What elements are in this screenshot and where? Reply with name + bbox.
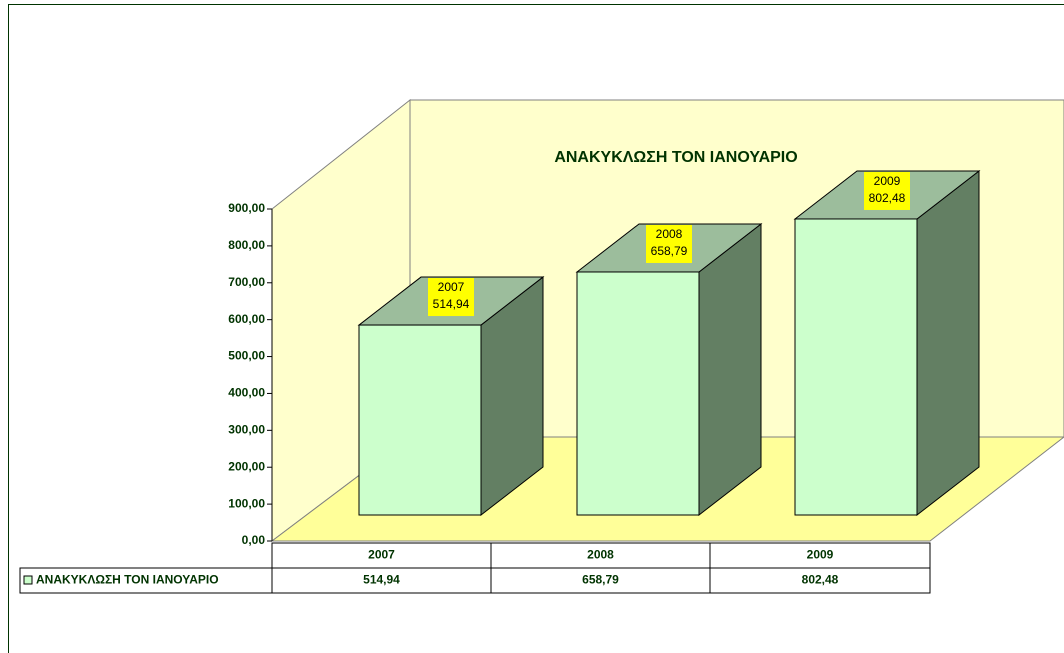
y-tick-label: 700,00 bbox=[228, 275, 265, 289]
y-tick-label: 800,00 bbox=[228, 238, 265, 252]
data-label-category: 2008 bbox=[656, 227, 683, 241]
table-value: 514,94 bbox=[363, 573, 400, 587]
legend-label: ΑΝΑΚΥΚΛΩΣΗ ΤΟΝ ΙΑΝΟΥΑΡΙΟ bbox=[36, 573, 219, 587]
y-tick-label: 300,00 bbox=[228, 423, 265, 437]
data-table: ΑΝΑΚΥΚΛΩΣΗ ΤΟΝ ΙΑΝΟΥΑΡΙΟ 2007 514,94 2008 65… bbox=[19, 542, 931, 594]
data-label-category: 2009 bbox=[874, 174, 901, 188]
data-label: 658,79 bbox=[651, 244, 688, 258]
data-label: 802,48 bbox=[869, 191, 906, 205]
y-tick-label: 100,00 bbox=[228, 496, 265, 510]
x-tick-label: 2008 bbox=[587, 548, 614, 562]
data-label-box bbox=[864, 171, 910, 210]
table-value: 658,79 bbox=[582, 573, 619, 587]
table-value: 802,48 bbox=[802, 573, 839, 587]
data-label-box bbox=[646, 224, 692, 263]
bars: 2007 514,94 2008 658,79 2009 802,48 bbox=[357, 169, 981, 517]
y-tick-label: 200,00 bbox=[228, 459, 265, 473]
bar-side bbox=[916, 169, 980, 517]
data-label: 514,94 bbox=[433, 297, 470, 311]
x-tick-label: 2009 bbox=[807, 548, 834, 562]
table-header bbox=[271, 542, 931, 569]
x-tick-label: 2007 bbox=[368, 548, 395, 562]
data-label-category: 2007 bbox=[438, 280, 465, 294]
y-tick-label: 500,00 bbox=[228, 349, 265, 363]
y-tick-label: 400,00 bbox=[228, 386, 265, 400]
y-tick-label: 0,00 bbox=[242, 533, 266, 547]
bar bbox=[576, 271, 700, 516]
table-row bbox=[19, 567, 931, 594]
bar-side bbox=[698, 222, 762, 517]
legend-key bbox=[23, 575, 33, 585]
data-label-box bbox=[428, 278, 474, 317]
y-tick-label: 900,00 bbox=[228, 201, 265, 215]
chart-title: ΑΝΑΚΥΚΛΩΣΗ ΤΟΝ ΙΑΝΟΥΑΡΙΟ bbox=[554, 149, 797, 166]
bar bbox=[794, 218, 918, 516]
y-tick-label: 600,00 bbox=[228, 312, 265, 326]
bar bbox=[358, 324, 482, 516]
